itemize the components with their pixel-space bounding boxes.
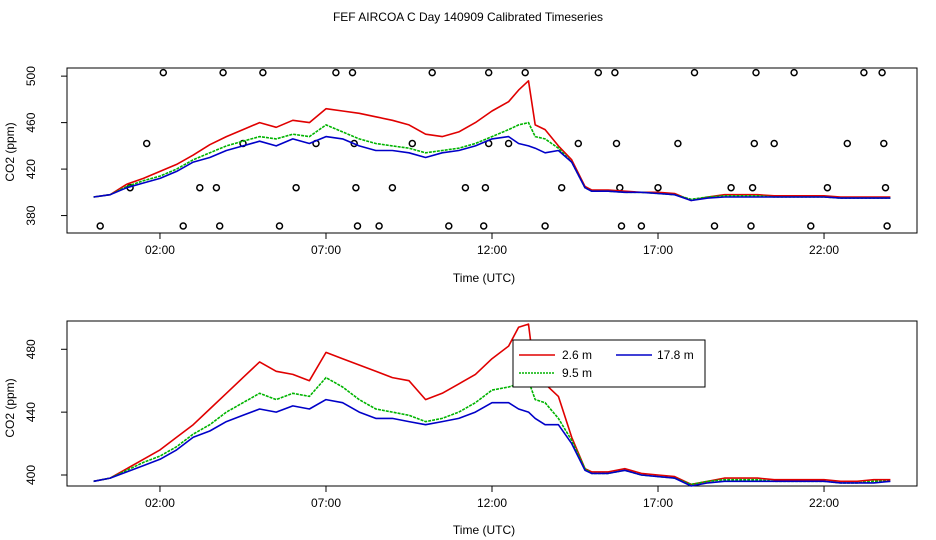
top-series-2.6m (93, 80, 891, 202)
flag-marker (637, 222, 646, 230)
legend-box (512, 339, 706, 388)
legend-label-2.6m: 2.6 m (562, 348, 592, 362)
flag-marker (259, 68, 267, 77)
top-series-17.8m (93, 135, 891, 202)
flag-marker (790, 68, 798, 77)
flag-marker (770, 139, 778, 148)
flag-marker (541, 222, 549, 230)
flag-marker (292, 183, 300, 192)
flag-marker (353, 222, 362, 230)
top-y-tick-label: 460 (24, 112, 38, 132)
flag-marker (375, 222, 383, 230)
flag-marker (617, 222, 626, 230)
bottom-y-axis-label: CO2 (ppm) (3, 378, 17, 437)
legend-label-9.5m: 9.5 m (562, 366, 592, 380)
flag-marker (747, 222, 755, 230)
top-series-9.5m (93, 121, 891, 201)
flag-marker (752, 68, 760, 77)
flag-marker (196, 183, 204, 192)
bottom-x-axis-label: Time (UTC) (453, 523, 515, 537)
flag-marker (727, 183, 735, 192)
flag-marker (557, 183, 566, 192)
bottom-x-tick-label: 12:00 (477, 496, 507, 510)
flag-marker (159, 68, 168, 77)
top-flag-markers (96, 68, 891, 230)
bottom-x-tick-label: 22:00 (809, 496, 839, 510)
flag-marker (388, 183, 397, 192)
flag-marker (352, 183, 360, 192)
flag-marker (881, 183, 890, 192)
flag-marker (880, 139, 888, 148)
flag-marker (611, 68, 619, 77)
bottom-panel: 02:00 07:00 12:00 17:00 22:00 400 440 480 Time… (3, 320, 918, 537)
top-x-tick-label: 07:00 (311, 243, 341, 257)
bottom-series-9.5m (93, 376, 891, 486)
flag-marker (142, 139, 151, 148)
top-x-tick-label: 22:00 (809, 243, 839, 257)
top-x-tick-label: 02:00 (145, 243, 175, 257)
top-y-tick-label: 500 (24, 66, 38, 86)
bottom-x-tick-label: 17:00 (643, 496, 673, 510)
chart-title: FEF AIRCOA C Day 140909 Calibrated Times… (333, 10, 603, 24)
flag-marker (654, 183, 662, 192)
flag-marker (860, 68, 868, 77)
flag-marker (574, 139, 583, 148)
flag-marker (823, 183, 832, 192)
flag-marker (748, 183, 757, 192)
top-y-tick-label: 420 (24, 159, 38, 179)
flag-marker (878, 68, 886, 77)
flag-marker (179, 222, 187, 230)
bottom-series-group (93, 323, 891, 487)
bottom-y-tick-label: 440 (24, 402, 38, 422)
top-panel: 02:00 07:00 12:00 17:00 22:00 380 420 460 500 T… (3, 66, 918, 285)
flag-marker (690, 68, 699, 77)
legend-label-17.8m: 17.8 m (657, 348, 694, 362)
flag-marker (674, 139, 682, 148)
flag-marker (428, 68, 436, 77)
flag-marker (883, 222, 891, 230)
bottom-x-tick-label: 07:00 (311, 496, 341, 510)
flag-marker (445, 222, 453, 230)
flag-marker (710, 222, 719, 230)
top-x-tick-label: 12:00 (477, 243, 507, 257)
bottom-y-tick-label: 480 (24, 339, 38, 359)
top-x-axis: 02:00 07:00 12:00 17:00 22:00 (145, 233, 839, 257)
flag-marker (750, 139, 759, 148)
bottom-x-axis: 02:00 07:00 12:00 17:00 22:00 (145, 486, 839, 510)
bottom-x-tick-label: 02:00 (145, 496, 175, 510)
flag-marker (481, 183, 490, 192)
flag-marker (521, 68, 529, 77)
flag-marker (504, 139, 513, 148)
flag-marker (408, 139, 417, 148)
flag-marker (616, 183, 624, 192)
top-y-axis: 380 420 460 500 (24, 66, 67, 226)
top-x-tick-label: 17:00 (643, 243, 673, 257)
legend: 2.6 m 17.8 m 9.5 m (512, 339, 706, 388)
top-y-axis-label: CO2 (ppm) (3, 122, 17, 181)
top-x-axis-label: Time (UTC) (453, 271, 515, 285)
flag-marker (219, 68, 227, 77)
flag-marker (350, 139, 358, 148)
flag-marker (212, 183, 221, 192)
bottom-series-17.8m (93, 398, 891, 487)
flag-marker (807, 222, 815, 230)
flag-marker (479, 222, 488, 230)
flag-marker (275, 222, 284, 230)
flag-marker (594, 68, 603, 77)
bottom-series-2.6m (93, 323, 891, 486)
top-y-tick-label: 380 (24, 205, 38, 225)
top-series-group (93, 80, 891, 202)
flag-marker (215, 222, 224, 230)
top-plot-frame (66, 67, 918, 234)
flag-marker (843, 139, 852, 148)
bottom-y-axis: 400 440 480 (24, 339, 67, 485)
flag-marker (332, 68, 340, 77)
flag-marker (348, 68, 357, 77)
bottom-y-tick-label: 400 (24, 465, 38, 485)
flag-marker (96, 222, 104, 230)
flag-marker (612, 139, 621, 148)
flag-marker (484, 68, 493, 77)
flag-marker (461, 183, 470, 192)
